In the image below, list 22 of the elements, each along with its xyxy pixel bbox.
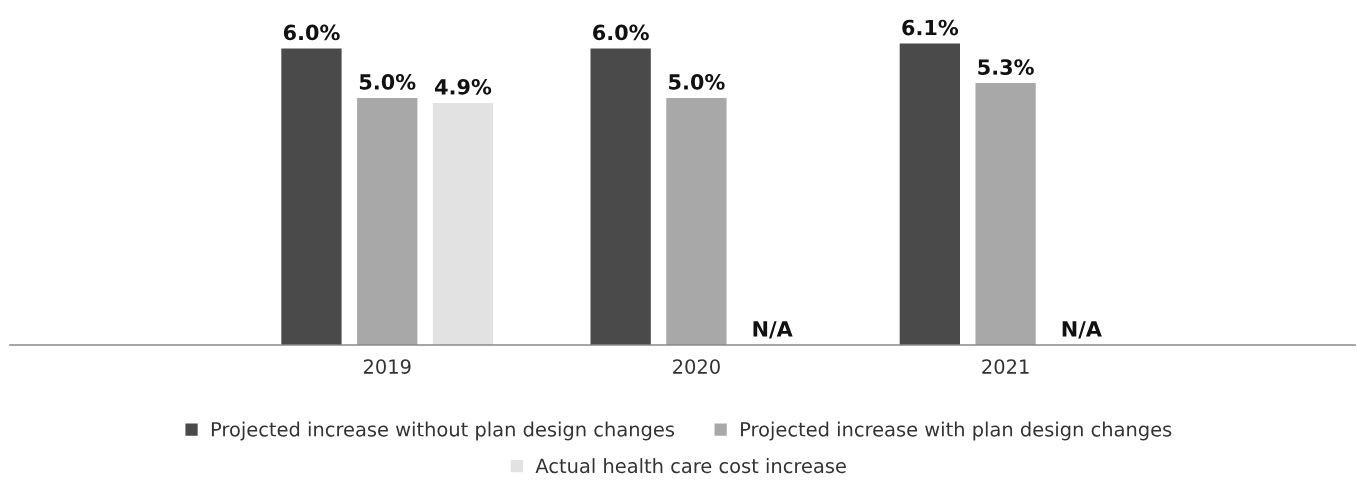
text: N/A bbox=[753, 321, 793, 339]
data-label: 6.0% bbox=[593, 24, 649, 41]
bar bbox=[281, 48, 342, 345]
bar bbox=[357, 97, 418, 345]
bar bbox=[666, 97, 727, 345]
legend-label: Actual health care cost increase bbox=[535, 458, 846, 474]
data-label: 6.0% bbox=[283, 24, 340, 41]
legend-label: Projected increase with plan design changes bbox=[741, 421, 1172, 441]
bar bbox=[975, 83, 1036, 345]
x-tick-label: 2020 bbox=[673, 359, 720, 374]
data-label: 5.3% bbox=[978, 59, 1034, 75]
data-label: 6.1% bbox=[902, 19, 959, 36]
bar bbox=[432, 102, 494, 345]
bar bbox=[590, 48, 651, 345]
data-label: 5.0% bbox=[359, 73, 416, 90]
data-label: 5.0% bbox=[669, 73, 725, 90]
legend-label: Projected increase without plan design changes bbox=[211, 421, 675, 441]
data-label: 4.9% bbox=[435, 78, 492, 95]
x-tick-label: 2021 bbox=[982, 359, 1029, 374]
bar bbox=[899, 43, 960, 345]
x-tick-label: 2019 bbox=[363, 359, 411, 374]
text: N/A bbox=[1062, 321, 1102, 339]
